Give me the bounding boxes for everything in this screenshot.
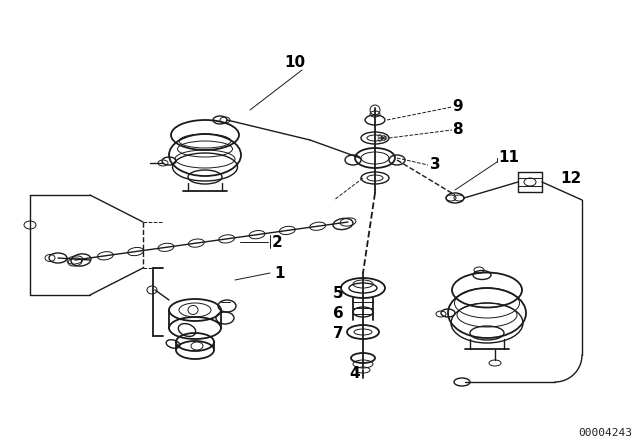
Text: 9: 9 — [452, 99, 463, 113]
Text: 8: 8 — [452, 121, 463, 137]
Text: 2: 2 — [272, 234, 283, 250]
Text: 4: 4 — [349, 366, 360, 380]
Text: 3: 3 — [430, 156, 440, 172]
Text: 00004243: 00004243 — [578, 428, 632, 438]
Text: 10: 10 — [284, 55, 305, 69]
Text: 6: 6 — [333, 306, 344, 320]
Text: 12: 12 — [560, 171, 581, 185]
Text: 5: 5 — [333, 285, 344, 301]
Text: 7: 7 — [333, 326, 344, 340]
Text: 11: 11 — [498, 150, 519, 164]
Text: 1: 1 — [274, 266, 285, 280]
